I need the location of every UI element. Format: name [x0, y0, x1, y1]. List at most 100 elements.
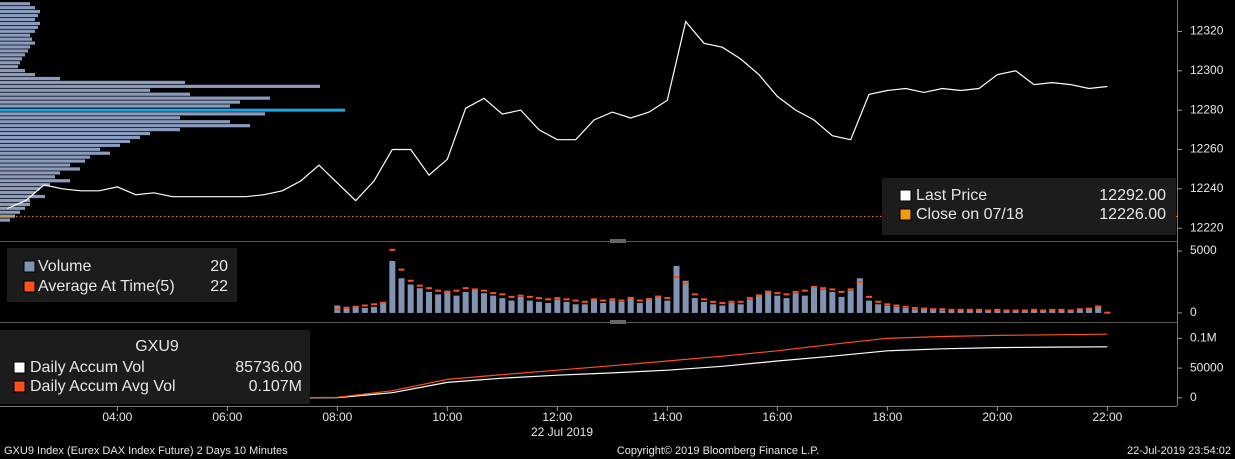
average-dash — [334, 308, 341, 311]
profile-bar — [0, 147, 100, 151]
profile-bar — [0, 76, 60, 81]
average-dash — [985, 309, 992, 312]
legend-label: Daily Accum Avg Vol — [30, 378, 176, 395]
average-dash — [416, 284, 423, 287]
average-dash — [746, 297, 753, 300]
volume-bar — [499, 298, 506, 313]
average-dash — [801, 289, 808, 292]
average-dash — [774, 292, 781, 295]
average-dash — [627, 297, 634, 300]
legend-swatch — [23, 280, 36, 293]
average-dash — [957, 308, 964, 311]
profile-bar — [0, 202, 30, 206]
footer-left: GXU9 Index (Eurex DAX Index Future) 2 Da… — [4, 445, 288, 457]
profile-bar — [0, 139, 130, 144]
volume-bar — [710, 304, 717, 313]
average-dash — [490, 292, 497, 295]
profile-bar — [0, 37, 32, 41]
volume-bar — [829, 291, 836, 313]
volume-bar — [572, 304, 579, 313]
volume-bar — [581, 304, 588, 313]
y-tick-label: 0 — [1190, 305, 1197, 319]
volume-bar — [976, 310, 982, 313]
profile-bar — [0, 49, 28, 53]
profile-bar — [0, 218, 10, 222]
average-dash — [856, 281, 863, 283]
volume-bar — [838, 296, 845, 313]
volume-bar — [380, 301, 387, 313]
average-dash — [1058, 308, 1065, 311]
volume-bar — [453, 295, 460, 313]
x-tick-label: 18:00 — [872, 410, 902, 424]
volume-bar — [407, 284, 414, 313]
volume-bar — [1067, 311, 1074, 313]
volume-bar — [1021, 311, 1028, 313]
profile-bar — [0, 61, 20, 65]
average-dash — [682, 282, 689, 285]
volume-bar — [737, 304, 744, 313]
average-dash — [526, 295, 533, 298]
profile-bar — [0, 198, 30, 203]
average-dash — [976, 308, 982, 311]
volume-bar — [783, 298, 790, 313]
volume-bar — [526, 300, 533, 313]
average-dash — [1040, 309, 1047, 312]
average-dash — [1021, 309, 1028, 312]
average-dash — [737, 300, 744, 303]
average-dash — [765, 290, 772, 293]
volume-bar — [1076, 309, 1083, 313]
price-line — [7, 20, 1108, 210]
legend-value: 12292.00 — [1099, 187, 1166, 204]
volume-bar — [948, 310, 955, 313]
profile-bar — [0, 17, 35, 22]
legend-swatch — [13, 361, 26, 374]
profile-bar — [0, 167, 80, 171]
legend-value: 20 — [210, 258, 228, 275]
volume-bar — [1058, 310, 1065, 313]
footer-right: 22-Jul-2019 23:54:02 — [1127, 445, 1231, 457]
profile-bar — [0, 57, 22, 61]
profile-bar — [0, 131, 150, 136]
y-tick-label: 0.1M — [1190, 331, 1217, 345]
average-dash — [499, 293, 506, 296]
x-tick-label: 08:00 — [322, 410, 352, 424]
volume-bar — [966, 310, 973, 313]
average-dash — [517, 294, 524, 297]
volume-bar — [536, 301, 542, 313]
volume-bar — [875, 304, 882, 313]
x-tick-label: 04:00 — [102, 410, 132, 424]
profile-bar — [0, 206, 25, 210]
volume-bar — [985, 311, 992, 313]
legend-swatch — [13, 380, 26, 393]
average-dash — [600, 299, 607, 302]
profile-bar — [0, 21, 40, 26]
volume-bar — [911, 309, 918, 313]
volume-bar — [554, 299, 561, 313]
average-dash — [655, 295, 662, 298]
y-tick-label: 5000 — [1190, 243, 1217, 257]
average-dash — [609, 298, 616, 301]
average-dash — [792, 290, 799, 293]
average-dash — [728, 300, 735, 303]
legend-box — [7, 248, 237, 302]
volume-bar — [416, 288, 423, 313]
volume-bar — [884, 305, 891, 313]
volume-bar — [1012, 311, 1019, 313]
profile-bar — [0, 143, 120, 147]
profile-bar — [0, 124, 250, 128]
average-dash — [1104, 311, 1111, 314]
average-dash — [948, 308, 955, 311]
average-dash — [1031, 308, 1037, 311]
volume-bar — [921, 309, 927, 313]
average-dash — [618, 299, 625, 302]
volume-bar — [792, 293, 799, 313]
average-dash — [380, 302, 387, 305]
volume-bar — [361, 307, 368, 313]
volume-bar — [563, 301, 570, 313]
average-dash — [847, 288, 854, 291]
average-dash — [673, 276, 680, 279]
volume-bar — [811, 286, 817, 313]
profile-bar — [0, 45, 30, 49]
profile-bar — [0, 163, 70, 167]
x-tick-label: 10:00 — [432, 410, 462, 424]
